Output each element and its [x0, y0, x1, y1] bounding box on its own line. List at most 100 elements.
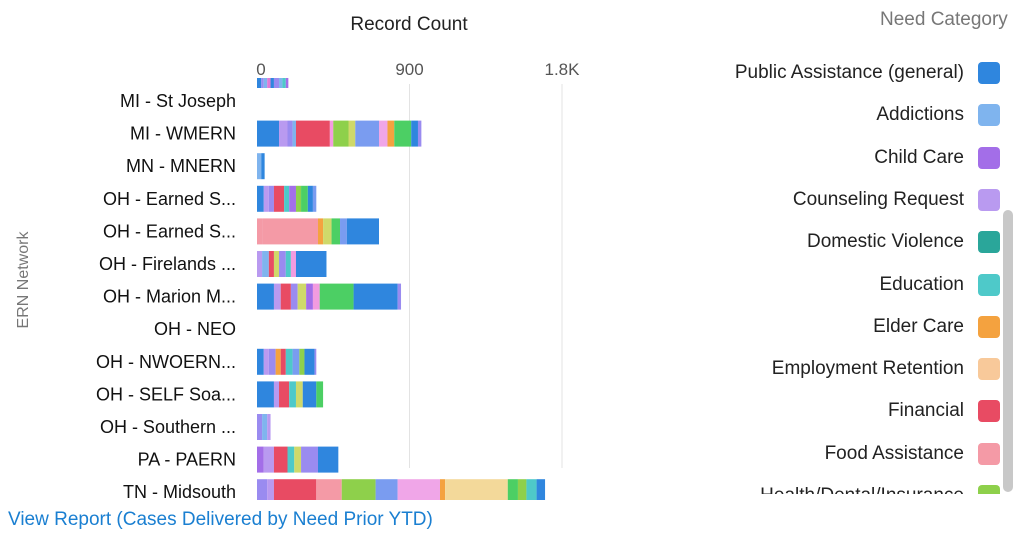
bar-segment[interactable] — [257, 120, 280, 147]
bar-segment[interactable] — [263, 348, 269, 375]
bar-segment[interactable] — [294, 446, 302, 473]
bar-segment[interactable] — [507, 479, 518, 500]
bar-segment[interactable] — [257, 479, 268, 500]
bar-segment[interactable] — [312, 185, 317, 212]
bar-segment[interactable] — [348, 120, 356, 147]
bar-segment[interactable] — [261, 78, 264, 88]
bar-segment[interactable] — [316, 381, 324, 408]
legend-scrollbar[interactable] — [1003, 210, 1013, 492]
bar-segment[interactable] — [279, 251, 286, 277]
bar-segment[interactable] — [323, 218, 332, 245]
bar-segment[interactable] — [302, 381, 317, 408]
bar-segment[interactable] — [270, 78, 274, 88]
legend-item[interactable]: Food Assistance — [640, 433, 1000, 475]
bar-segment[interactable] — [299, 348, 305, 375]
bar-segment[interactable] — [267, 78, 271, 88]
bar-segment[interactable] — [285, 78, 289, 88]
bar-segment[interactable] — [440, 479, 446, 500]
bar-segment[interactable] — [397, 283, 402, 310]
bar-segment[interactable] — [314, 348, 317, 375]
bar-segment[interactable] — [287, 120, 293, 147]
bar-segment[interactable] — [273, 446, 288, 473]
bar-segment[interactable] — [285, 251, 291, 277]
bar-segment[interactable] — [273, 78, 280, 88]
bar-segment[interactable] — [262, 218, 318, 245]
bar-segment[interactable] — [387, 120, 395, 147]
bar-segment[interactable] — [526, 479, 537, 500]
bar-segment[interactable] — [319, 283, 354, 310]
bar-segment[interactable] — [273, 185, 285, 212]
bar-segment[interactable] — [297, 283, 307, 310]
bar-segment[interactable] — [257, 381, 274, 408]
bar-segment[interactable] — [333, 120, 349, 147]
legend-item[interactable]: Health/Dental/Insurance — [640, 475, 1000, 494]
bar-segment[interactable] — [417, 120, 422, 147]
bar-segment[interactable] — [301, 446, 318, 473]
bar-segment[interactable] — [273, 283, 281, 310]
bar-segment[interactable] — [279, 120, 288, 147]
bar-segment[interactable] — [341, 479, 376, 500]
bar-segment[interactable] — [273, 251, 280, 277]
bar-segment[interactable] — [257, 414, 263, 440]
bar-segment[interactable] — [301, 185, 308, 212]
bar-segment[interactable] — [290, 283, 298, 310]
bar-segment[interactable] — [257, 185, 264, 212]
bar-segment[interactable] — [287, 446, 295, 473]
bar-segment[interactable] — [318, 218, 324, 245]
bar-segment[interactable] — [285, 348, 293, 375]
bar-segment[interactable] — [394, 120, 412, 147]
bar-segment[interactable] — [273, 381, 280, 408]
legend-item[interactable]: Counseling Request — [640, 179, 1000, 221]
bar-segment[interactable] — [295, 251, 327, 277]
bar-segment[interactable] — [257, 446, 264, 473]
bar-segment[interactable] — [295, 120, 330, 147]
bar-segment[interactable] — [346, 218, 379, 245]
bar-segment[interactable] — [411, 120, 418, 147]
bar-segment[interactable] — [268, 185, 274, 212]
bar-segment[interactable] — [263, 78, 268, 88]
legend-item[interactable]: Child Care — [640, 137, 1000, 179]
bar-segment[interactable] — [307, 185, 313, 212]
bar-segment[interactable] — [289, 381, 296, 408]
legend-item[interactable]: Elder Care — [640, 306, 1000, 348]
bar-segment[interactable] — [263, 446, 274, 473]
legend-item[interactable]: Public Assistance (general) — [640, 52, 1000, 94]
bar-segment[interactable] — [262, 251, 269, 277]
legend-list[interactable]: Public Assistance (general) Addictions Chi… — [640, 52, 1000, 494]
bar-segment[interactable] — [279, 78, 283, 88]
bar-segment[interactable] — [331, 218, 341, 245]
bar-segment[interactable] — [268, 251, 274, 277]
view-report-link[interactable]: View Report (Cases Delivered by Need Pri… — [8, 509, 433, 530]
bar-segment[interactable] — [316, 479, 342, 500]
bar-segment[interactable] — [397, 479, 440, 500]
bar-segment[interactable] — [295, 381, 303, 408]
bar-segment[interactable] — [267, 414, 271, 440]
bar-segment[interactable] — [375, 479, 398, 500]
bar-segment[interactable] — [379, 120, 388, 147]
bar-segment[interactable] — [306, 283, 313, 310]
bar-segment[interactable] — [289, 185, 296, 212]
bar-segment[interactable] — [355, 120, 379, 147]
bar-segment[interactable] — [282, 78, 286, 88]
bar-segment[interactable] — [353, 283, 398, 310]
bar-segment[interactable] — [257, 218, 263, 245]
legend-item[interactable]: Domestic Violence — [640, 221, 1000, 263]
legend-item[interactable]: Employment Retention — [640, 348, 1000, 390]
bar-segment[interactable] — [257, 348, 264, 375]
bar-segment[interactable] — [280, 348, 286, 375]
bar-segment[interactable] — [318, 446, 339, 473]
bar-segment[interactable] — [340, 218, 347, 245]
bar-segment[interactable] — [257, 153, 262, 180]
bar-segment[interactable] — [275, 348, 281, 375]
bar-segment[interactable] — [292, 120, 296, 147]
bar-segment[interactable] — [292, 348, 300, 375]
bar-segment[interactable] — [257, 251, 263, 277]
bar-segment[interactable] — [536, 479, 546, 500]
bar-segment[interactable] — [290, 251, 296, 277]
bar-segment[interactable] — [267, 479, 274, 500]
bar-segment[interactable] — [445, 479, 508, 500]
bar-segment[interactable] — [329, 120, 334, 147]
bar-segment[interactable] — [284, 185, 290, 212]
legend-item[interactable]: Financial — [640, 390, 1000, 432]
legend-item[interactable]: Education — [640, 264, 1000, 306]
